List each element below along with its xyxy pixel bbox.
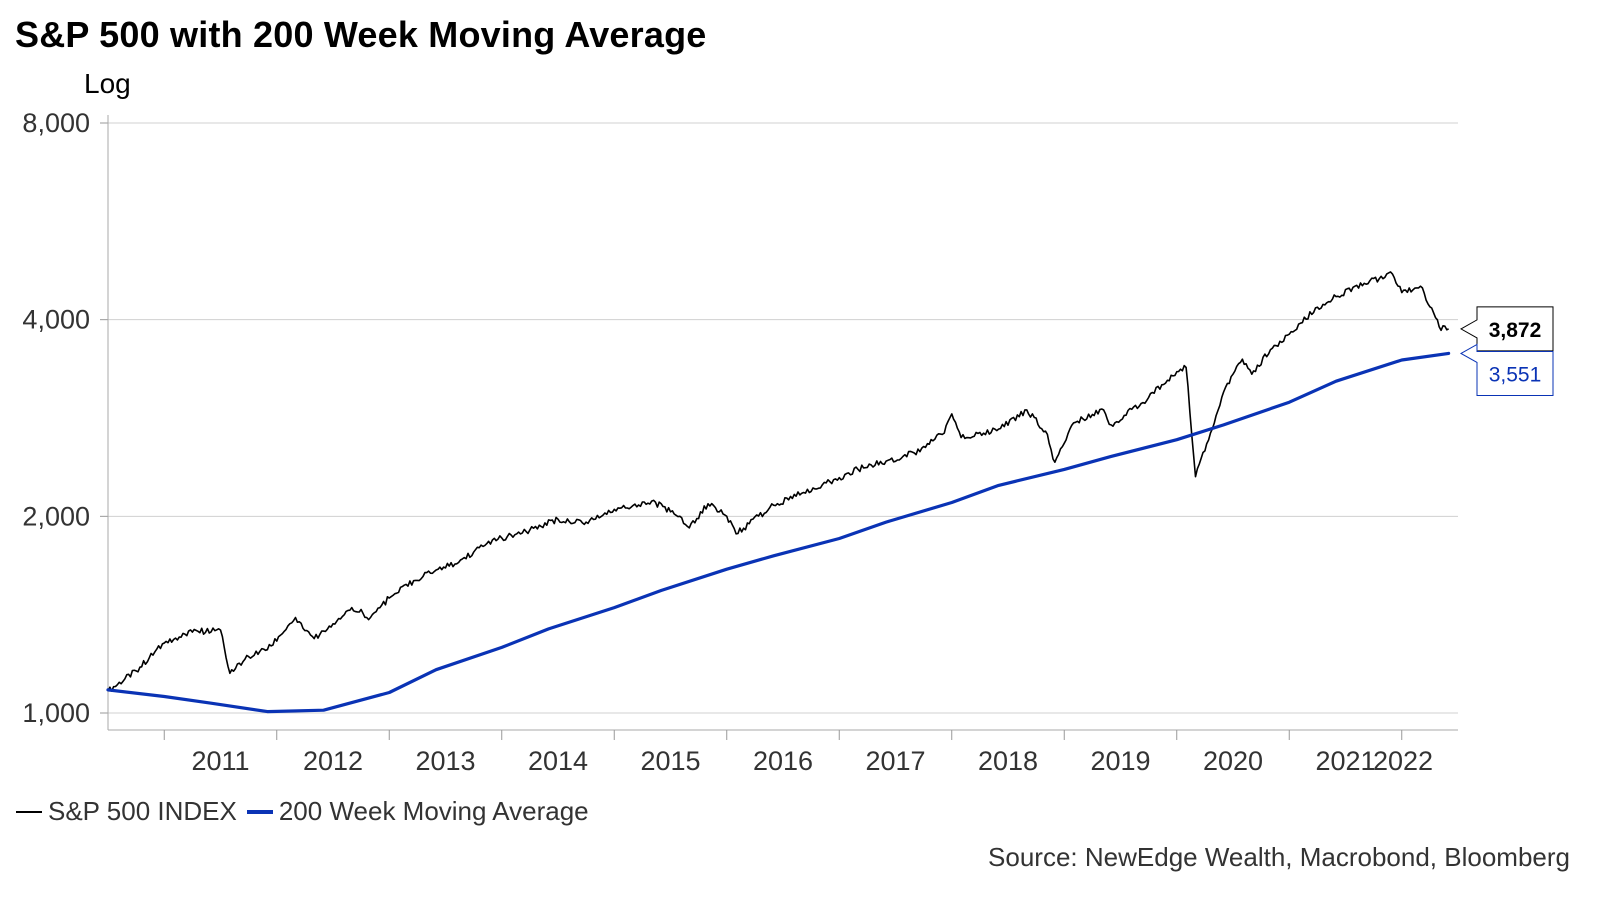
y-tick-label-0: 1,000	[22, 698, 90, 728]
chart-title: S&P 500 with 200 Week Moving Average	[15, 14, 707, 55]
x-tick-label-2017: 2017	[865, 746, 925, 776]
x-tick-label-2014: 2014	[528, 746, 588, 776]
scale-label: Log	[84, 68, 131, 99]
x-tick-label-2021: 2021	[1315, 746, 1375, 776]
legend-swatch-sp500	[16, 810, 42, 813]
legend-swatch-200wma	[246, 809, 273, 814]
series-line-sp500	[107, 271, 1449, 692]
last-value-labels: 3,872 3,551	[1459, 306, 1554, 396]
series-lines	[106, 271, 1451, 714]
x-tick-label-2015: 2015	[640, 746, 700, 776]
legend-label-sp500: S&P 500 INDEX	[48, 796, 237, 826]
y-tick-label-2: 4,000	[22, 305, 90, 335]
x-tick-label-2011: 2011	[191, 746, 249, 776]
gridlines	[108, 122, 1458, 714]
value-label-200wma: 3,551	[1489, 363, 1542, 386]
value-callout-sp500	[1459, 306, 1554, 352]
value-label-sp500: 3,872	[1489, 319, 1542, 342]
x-tick-label-2020: 2020	[1203, 746, 1263, 776]
value-callout-200wma	[1459, 343, 1554, 396]
x-tick-label-2016: 2016	[753, 746, 813, 776]
y-tick-labels: 1,000 2,000 4,000 8,000	[22, 108, 90, 728]
x-tick-labels: 2011 2012 2013 2014 2015 2016 2017 2018 2019 2020…	[191, 746, 1433, 776]
x-tick-label-2018: 2018	[978, 746, 1038, 776]
y-tick-label-3: 8,000	[22, 108, 90, 138]
series-line-200wma	[106, 351, 1451, 714]
axes	[100, 115, 1458, 740]
legend-label-200wma: 200 Week Moving Average	[278, 796, 589, 826]
x-tick-label-2012: 2012	[303, 746, 363, 776]
y-tick-label-1: 2,000	[22, 501, 90, 531]
legend: S&P 500 INDEX 200 Week Moving Average	[16, 796, 599, 827]
x-tick-label-2022: 2022	[1373, 746, 1433, 776]
legend-item-200wma: 200 Week Moving Average	[246, 796, 589, 827]
x-tick-label-2013: 2013	[415, 746, 475, 776]
legend-item-sp500: S&P 500 INDEX	[16, 796, 237, 827]
x-tick-label-2019: 2019	[1090, 746, 1150, 776]
source-note: Source: NewEdge Wealth, Macrobond, Bloom…	[988, 842, 1570, 872]
